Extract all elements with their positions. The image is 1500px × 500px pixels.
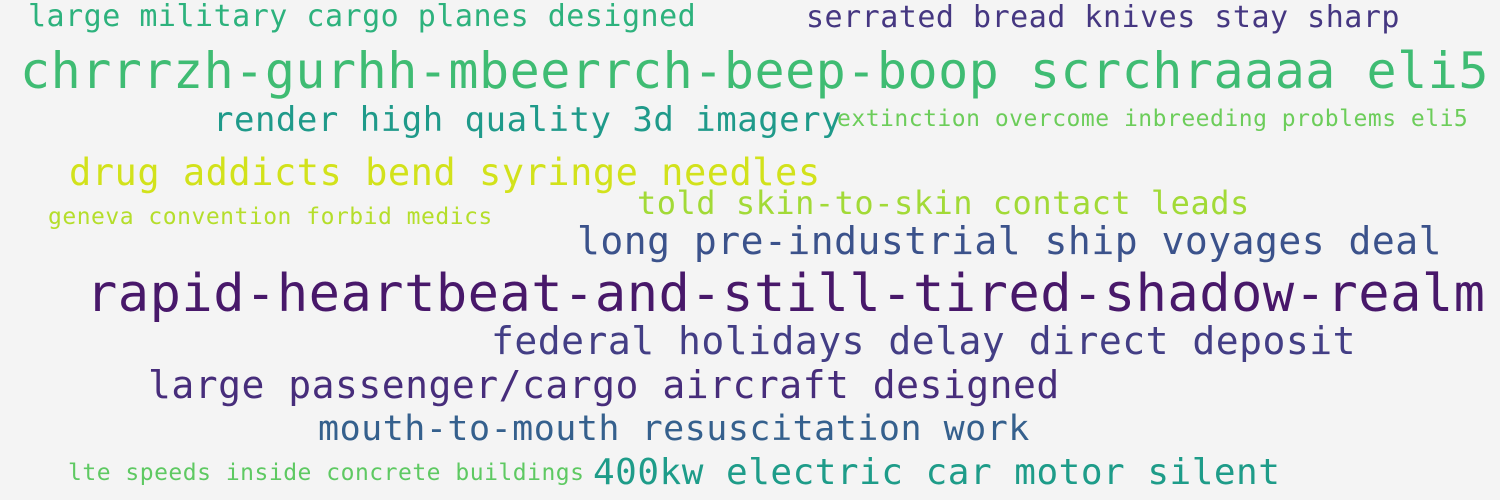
word-400kw-electric-motor: 400kw electric car motor silent [593, 452, 1281, 493]
word-render-3d-imagery: render high quality 3d imagery [213, 100, 843, 140]
word-federal-holidays: federal holidays delay direct deposit [491, 319, 1356, 363]
word-long-pre-industrial-ship: long pre-industrial ship voyages deal [577, 219, 1442, 263]
word-mouth-to-mouth: mouth-to-mouth resuscitation work [318, 409, 1030, 449]
word-lte-speeds: lte speeds inside concrete buildings [68, 460, 585, 486]
word-extinction-inbreeding: extinction overcome inbreeding problems … [837, 106, 1469, 132]
word-drug-addicts-syringe: drug addicts bend syringe needles [69, 151, 821, 194]
word-rapid-heartbeat: rapid-heartbeat-and-still-tired-shadow-r… [86, 264, 1486, 324]
word-told-skin-to-skin: told skin-to-skin contact leads [637, 184, 1250, 222]
word-large-passenger-cargo: large passenger/cargo aircraft designed [148, 363, 1060, 407]
word-serrated-bread-knives: serrated bread knives stay sharp [806, 0, 1400, 35]
word-geneva-convention: geneva convention forbid medics [48, 204, 493, 230]
word-large-military-cargo-planes: large military cargo planes designed [28, 0, 697, 34]
word-chrrrzh-gurhh: chrrrzh-gurhh-mbeerrch-beep-boop scrchra… [20, 42, 1489, 100]
